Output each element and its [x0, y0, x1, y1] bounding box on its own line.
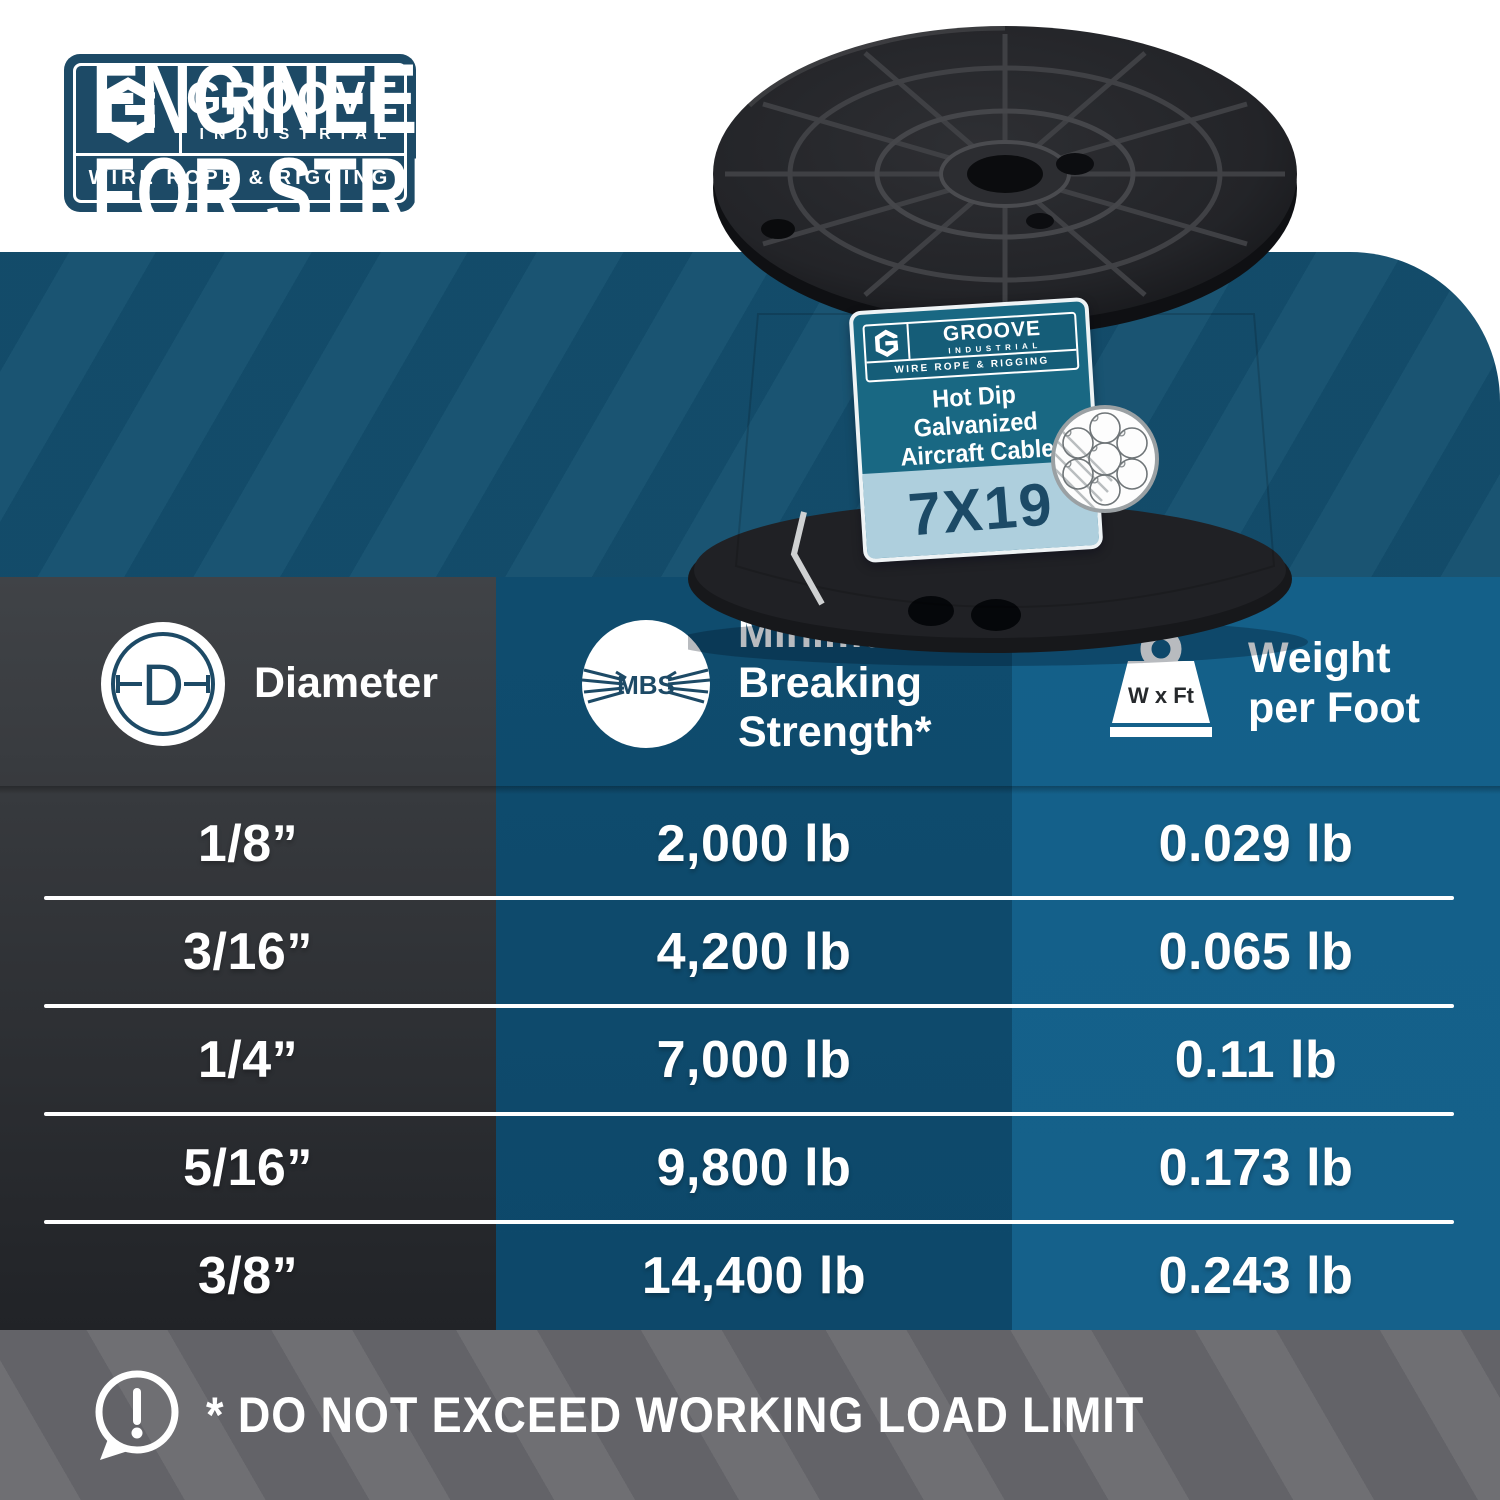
groove-g-icon: [100, 76, 155, 143]
row-separator: [44, 1112, 1454, 1116]
header-weight-line1: Weight: [1248, 633, 1391, 682]
table-row: 5/16” 9,800 lb 0.173 lb: [0, 1114, 1500, 1222]
weight-icon: W x Ft: [1110, 628, 1212, 737]
spec-table: D Diameter MBS Minimum Breaking: [0, 577, 1500, 1330]
table-row: 1/8” 2,000 lb 0.029 lb: [0, 790, 1500, 898]
mbs-icon: MBS: [581, 619, 711, 748]
brand-tagline: WIRE ROPE & RIGGING: [88, 166, 392, 189]
weight-value: 0.065 lb: [1158, 923, 1354, 981]
hero-heading: ENGINEERED FOR STRENGTH: [92, 43, 663, 249]
spool-top-flange: [713, 21, 1297, 336]
brand-logo-frame: GROOVE INDUSTRIAL WIRE ROPE & RIGGING: [73, 63, 407, 203]
breaking-strength-value: 9,800 lb: [656, 1139, 852, 1197]
diameter-value: 3/8”: [197, 1247, 299, 1305]
weight-value: 0.243 lb: [1158, 1247, 1354, 1305]
header-weight: W x Ft Weight per Foot: [1012, 577, 1500, 790]
weight-icon-text: W x Ft: [1128, 683, 1195, 708]
brand-industry: INDUSTRIAL: [199, 126, 397, 143]
weight-column-background: [1012, 577, 1500, 1330]
mbs-column-background: [496, 577, 1012, 1330]
weight-value: 0.11 lb: [1174, 1031, 1338, 1089]
header-mbs-line3: Strength*: [738, 708, 932, 757]
spool-label-g-icon: [864, 323, 911, 362]
brand-logo: GROOVE INDUSTRIAL WIRE ROPE & RIGGING: [64, 54, 416, 212]
weight-value: 0.173 lb: [1158, 1139, 1354, 1197]
mbs-icon-text: MBS: [617, 670, 675, 700]
brand-monogram-cell: [76, 66, 182, 153]
hero-heading-line1: ENGINEERED: [92, 43, 571, 154]
header-diameter: D Diameter: [0, 577, 496, 790]
working-load-warning: * DO NOT EXCEED WORKING LOAD LIMIT: [206, 1387, 1145, 1443]
product-photo-spool: GROOVE INDUSTRIAL WIRE ROPE & RIGGING Ho…: [688, 14, 1308, 666]
cable-cross-section-icon: [1051, 405, 1159, 513]
diameter-value: 1/4”: [197, 1031, 299, 1089]
table-row: 3/16” 4,200 lb 0.065 lb: [0, 898, 1500, 1006]
table-row: 3/8” 14,400 lb 0.243 lb: [0, 1222, 1500, 1330]
header-weight-line2: per Foot: [1248, 683, 1420, 732]
breaking-strength-value: 4,200 lb: [656, 923, 852, 981]
header-shadow: [0, 786, 1500, 794]
construction-code: 7X19: [905, 470, 1056, 549]
groove-g-icon-small: [874, 329, 899, 357]
breaking-strength-value: 7,000 lb: [656, 1031, 852, 1089]
diameter-icon-letter: D: [142, 653, 184, 718]
cable-wire-end: [790, 511, 825, 606]
table-row: 1/4” 7,000 lb 0.11 lb: [0, 1006, 1500, 1114]
diameter-column-background: [0, 577, 496, 1330]
spool-label-brand-logo: GROOVE INDUSTRIAL WIRE ROPE & RIGGING: [862, 311, 1080, 383]
spool-label: GROOVE INDUSTRIAL WIRE ROPE & RIGGING Ho…: [848, 296, 1104, 564]
spec-table-body: 1/8” 2,000 lb 0.029 lb 3/16” 4,200 lb 0.…: [0, 790, 1500, 1330]
diameter-value: 3/16”: [183, 923, 313, 981]
hero-heading-line2: FOR STRENGTH: [92, 137, 663, 249]
row-separator: [44, 1220, 1454, 1224]
header-mbs-line2: Breaking: [738, 658, 923, 707]
row-separator: [44, 896, 1454, 900]
footer: * DO NOT EXCEED WORKING LOAD LIMIT: [0, 1330, 1500, 1500]
header-diameter-label: Diameter: [254, 658, 439, 707]
spec-table-header: D Diameter MBS Minimum Breaking: [0, 577, 1500, 790]
row-separator: [44, 1004, 1454, 1008]
breaking-strength-value: 2,000 lb: [656, 815, 852, 873]
weight-value: 0.029 lb: [1158, 815, 1354, 873]
diameter-value: 1/8”: [197, 815, 299, 873]
warning-bubble-icon: [95, 1370, 179, 1460]
breaking-strength-value: 14,400 lb: [641, 1247, 867, 1305]
diameter-icon: D: [101, 621, 225, 746]
brand-name: GROOVE: [186, 72, 400, 124]
diameter-value: 5/16”: [183, 1139, 313, 1197]
